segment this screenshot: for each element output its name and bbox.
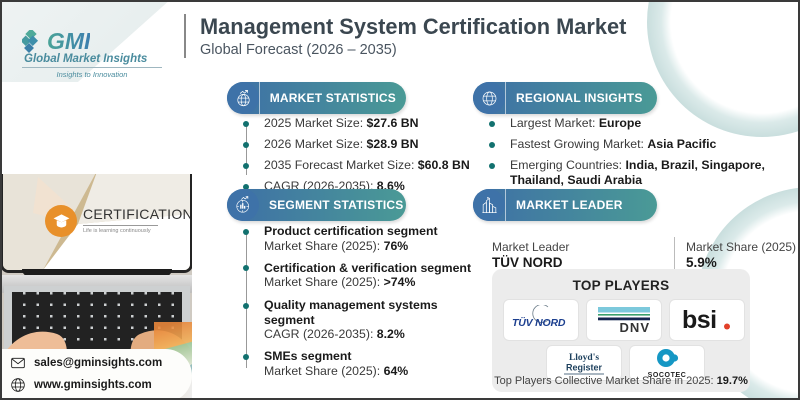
svg-text:bsi: bsi <box>682 307 717 333</box>
svg-text:DNV: DNV <box>620 320 650 335</box>
svg-text:Register: Register <box>566 363 603 373</box>
svg-text:Lloyd's: Lloyd's <box>569 353 599 363</box>
svg-text:TÜV NORD: TÜV NORD <box>512 316 566 329</box>
